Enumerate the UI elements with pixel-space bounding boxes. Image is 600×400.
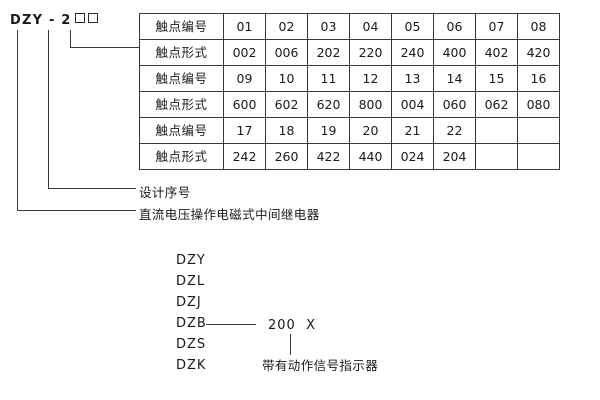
- table-cell: 22: [433, 117, 476, 144]
- row-label: 触点编号: [139, 13, 224, 40]
- table-cell-empty: [517, 117, 560, 144]
- table-cell: 14: [433, 65, 476, 92]
- contact-table-body: 触点编号 01 02 03 04 05 06 07 08 触点形式 002 00…: [139, 13, 560, 170]
- table-row: 触点编号 17 18 19 20 21 22: [139, 117, 560, 144]
- table-cell: 17: [223, 117, 266, 144]
- table-cell: 09: [223, 65, 266, 92]
- annotation-design-serial: 设计序号: [139, 185, 191, 200]
- table-cell: 12: [349, 65, 392, 92]
- table-cell: 05: [391, 13, 434, 40]
- legend-connector-line: [206, 324, 256, 326]
- table-cell: 19: [307, 117, 350, 144]
- table-cell: 024: [391, 143, 434, 170]
- leader-line-description-vertical: [17, 30, 19, 211]
- table-cell: 04: [349, 13, 392, 40]
- list-item: DZK: [176, 358, 207, 373]
- table-row: 触点编号 01 02 03 04 05 06 07 08: [139, 13, 560, 40]
- row-label: 触点编号: [139, 65, 224, 92]
- table-cell: 062: [475, 91, 518, 118]
- table-cell: 08: [517, 13, 560, 40]
- table-row: 触点编号 09 10 11 12 13 14 15 16: [139, 65, 560, 92]
- leader-line-table-horizontal: [70, 47, 139, 49]
- table-cell: 20: [349, 117, 392, 144]
- contact-table: 触点编号 01 02 03 04 05 06 07 08 触点形式 002 00…: [139, 13, 560, 170]
- table-cell: 240: [391, 39, 434, 66]
- table-cell: 220: [349, 39, 392, 66]
- table-cell: 15: [475, 65, 518, 92]
- table-row: 触点形式 002 006 202 220 240 400 402 420: [139, 39, 560, 66]
- row-label: 触点编号: [139, 117, 224, 144]
- table-cell-empty: [475, 117, 518, 144]
- list-item: DZS: [176, 337, 207, 352]
- model-code-box-1: [74, 13, 85, 23]
- list-item: DZL: [176, 274, 206, 289]
- table-cell: 600: [223, 91, 266, 118]
- table-cell: 18: [265, 117, 308, 144]
- table-cell: 10: [265, 65, 308, 92]
- table-cell: 060: [433, 91, 476, 118]
- table-cell: 204: [433, 143, 476, 170]
- row-label: 触点形式: [139, 91, 224, 118]
- table-cell: 260: [265, 143, 308, 170]
- table-cell: 202: [307, 39, 350, 66]
- list-item: DZB: [176, 316, 207, 331]
- table-cell: 11: [307, 65, 350, 92]
- table-cell: 242: [223, 143, 266, 170]
- row-label: 触点形式: [139, 143, 224, 170]
- table-cell: 080: [517, 91, 560, 118]
- table-cell: 602: [265, 91, 308, 118]
- list-item: DZY: [176, 253, 206, 268]
- model-code-box-2: [87, 13, 98, 23]
- table-cell: 400: [433, 39, 476, 66]
- table-cell: 06: [433, 13, 476, 40]
- legend-suffix-letter: X: [306, 318, 316, 333]
- table-cell: 402: [475, 39, 518, 66]
- table-cell: 006: [265, 39, 308, 66]
- table-cell: 07: [475, 13, 518, 40]
- legend-list: DZY DZL DZJ DZB DZS DZK: [176, 250, 207, 376]
- table-cell: 420: [517, 39, 560, 66]
- legend-suffix: 200 X: [268, 318, 316, 333]
- table-cell: 800: [349, 91, 392, 118]
- row-label: 触点形式: [139, 39, 224, 66]
- table-row: 触点形式 600 602 620 800 004 060 062 080: [139, 91, 560, 118]
- table-cell: 620: [307, 91, 350, 118]
- table-cell: 004: [391, 91, 434, 118]
- table-cell: 002: [223, 39, 266, 66]
- leader-line-design-vertical: [48, 30, 50, 189]
- legend-suffix-number: 200: [268, 318, 296, 333]
- leader-line-note-vertical: [290, 334, 292, 355]
- list-item: DZJ: [176, 295, 202, 310]
- table-cell: 440: [349, 143, 392, 170]
- annotation-description: 直流电压操作电磁式中间继电器: [139, 207, 320, 222]
- table-cell-empty: [517, 143, 560, 170]
- leader-line-table-vertical: [70, 30, 72, 48]
- leader-line-design-horizontal: [48, 188, 136, 190]
- table-cell: 21: [391, 117, 434, 144]
- model-code-text: DZY - 2: [10, 13, 72, 28]
- table-cell: 16: [517, 65, 560, 92]
- model-code-header: DZY - 2: [10, 13, 98, 28]
- leader-line-description-horizontal: [17, 210, 136, 212]
- legend-note: 带有动作信号指示器: [262, 358, 379, 373]
- table-cell: 02: [265, 13, 308, 40]
- table-cell-empty: [475, 143, 518, 170]
- table-cell: 03: [307, 13, 350, 40]
- table-cell: 01: [223, 13, 266, 40]
- table-cell: 13: [391, 65, 434, 92]
- table-cell: 422: [307, 143, 350, 170]
- table-row: 触点形式 242 260 422 440 024 204: [139, 143, 560, 170]
